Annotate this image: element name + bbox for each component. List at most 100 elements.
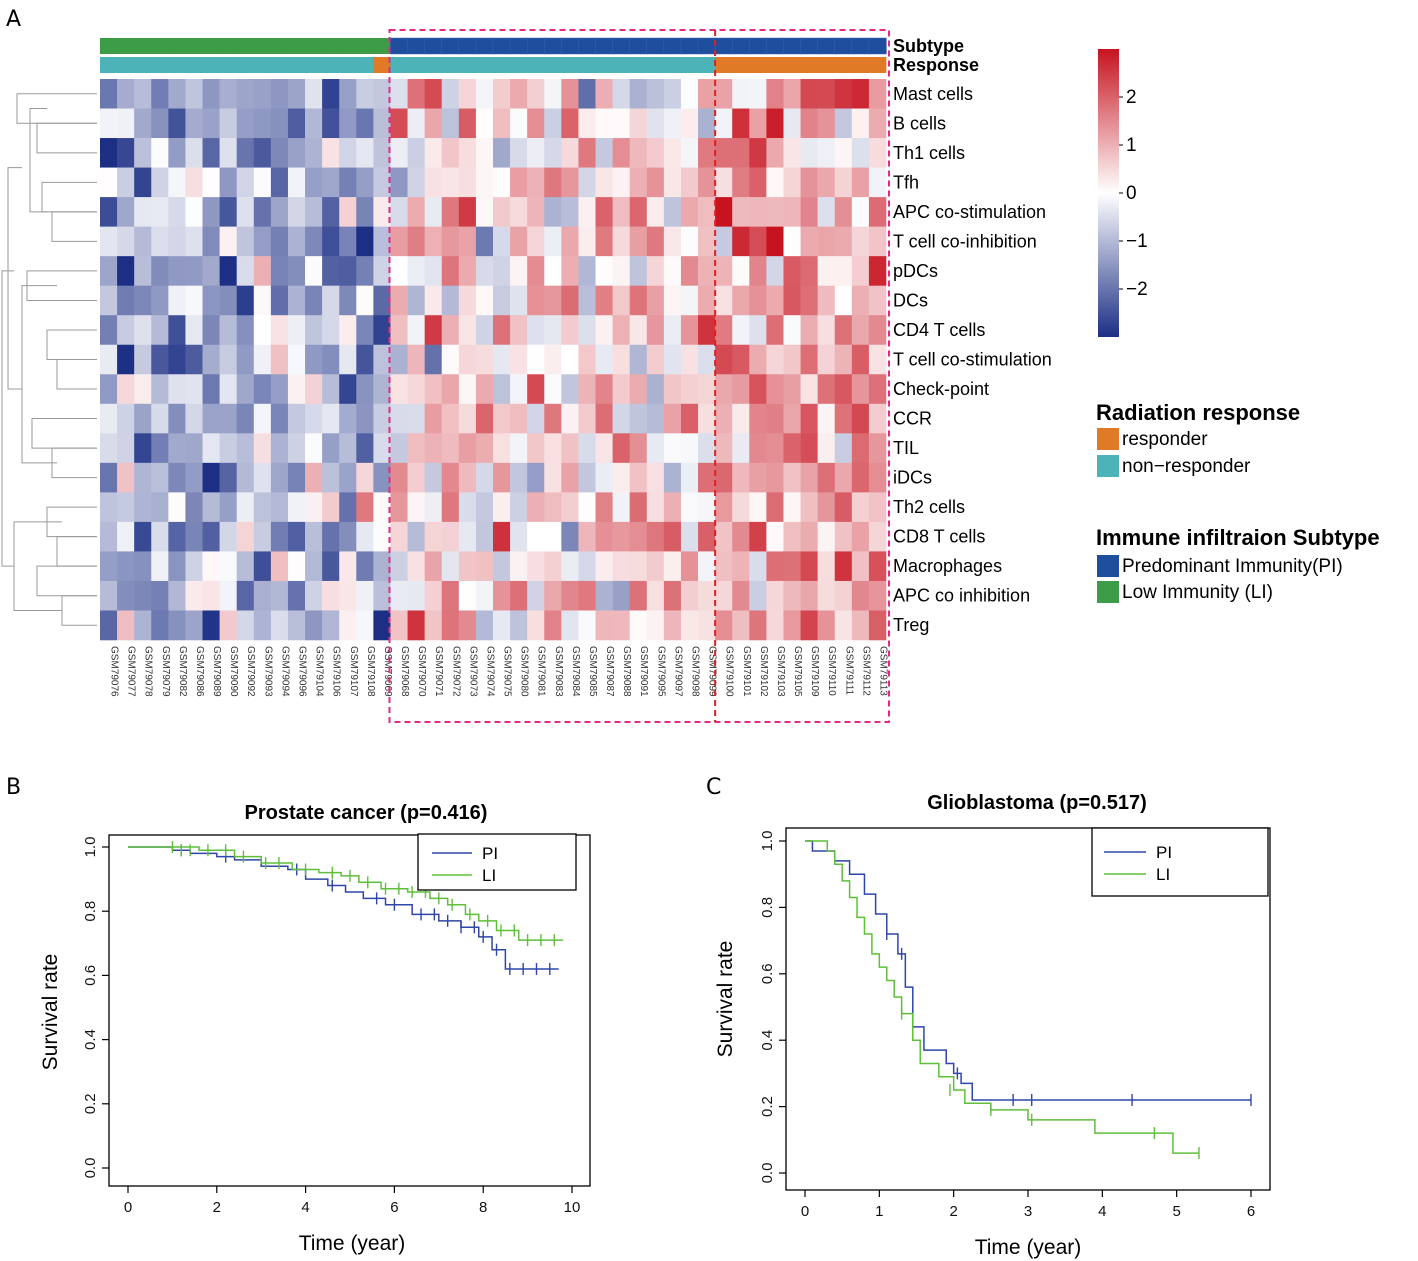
column-label: GSM79068 xyxy=(399,646,410,697)
heatmap-cell xyxy=(544,610,562,641)
heatmap-cell xyxy=(236,374,255,405)
heatmap-cell xyxy=(236,167,255,198)
row-dendrogram xyxy=(1,93,97,626)
heatmap-cell xyxy=(561,462,579,493)
heatmap-cell xyxy=(561,197,579,227)
km-b-ylabel: Survival rate xyxy=(39,954,62,1071)
heatmap-cell xyxy=(834,315,853,346)
heatmap-cell xyxy=(783,315,801,346)
heatmap-cell xyxy=(612,610,630,641)
heatmap-cell xyxy=(800,403,818,434)
heatmap-cell xyxy=(270,403,289,434)
heatmap-cell xyxy=(151,610,169,641)
heatmap-cell xyxy=(407,79,425,109)
panel-letter-c: C xyxy=(706,775,721,800)
km-curve-li xyxy=(128,846,564,941)
heatmap-cell xyxy=(680,79,699,109)
heatmap-cell xyxy=(646,79,665,109)
heatmap-cell xyxy=(578,374,596,405)
heatmap-cell xyxy=(595,521,613,552)
heatmap-cell xyxy=(441,108,460,139)
heatmap-cell xyxy=(834,580,853,611)
heatmap-cell xyxy=(424,433,443,464)
heatmap-cell xyxy=(202,344,220,375)
heatmap-cell xyxy=(134,521,152,552)
heatmap-cell xyxy=(783,344,801,375)
heatmap-cell xyxy=(561,285,579,316)
heatmap-cell xyxy=(715,580,733,611)
heatmap-cell xyxy=(185,167,203,198)
non-responder-label: non−responder xyxy=(1122,456,1251,477)
heatmap-cell xyxy=(287,108,306,139)
heatmap-cell xyxy=(851,462,870,493)
heatmap-cell xyxy=(698,197,716,227)
heatmap-cell xyxy=(253,521,272,552)
heatmap-cell xyxy=(663,315,682,346)
response-cell xyxy=(612,57,631,73)
heatmap-cell xyxy=(715,492,733,523)
heatmap-cell xyxy=(663,344,682,375)
heatmap-cell xyxy=(168,374,186,405)
heatmap-cell xyxy=(390,521,408,552)
heatmap-cell xyxy=(117,167,135,198)
heatmap-cell xyxy=(202,285,220,316)
heatmap-cell xyxy=(390,79,408,109)
response-cell xyxy=(270,57,289,73)
heatmap-cell xyxy=(834,138,853,168)
heatmap-cell xyxy=(458,492,477,523)
heatmap-cell xyxy=(544,138,562,168)
subtype-cell xyxy=(322,38,340,54)
response-cell xyxy=(134,57,152,73)
heatmap-cell xyxy=(715,285,733,316)
heatmap-cell xyxy=(698,138,716,168)
heatmap-cell xyxy=(595,551,613,582)
heatmap-cell xyxy=(287,79,306,109)
heatmap-cell xyxy=(151,285,169,316)
column-label: GSM79090 xyxy=(228,646,239,697)
subtype-cell xyxy=(185,38,203,54)
heatmap-cell xyxy=(356,551,374,582)
heatmap-cell xyxy=(117,403,135,434)
heatmap-cell xyxy=(236,197,255,227)
km-curve-pi xyxy=(128,846,559,970)
heatmap-cell xyxy=(629,138,648,168)
li-label: Low Immunity (LI) xyxy=(1122,582,1273,603)
subtype-cell xyxy=(561,37,580,55)
column-label: GSM79108 xyxy=(365,646,376,697)
subtype-cell xyxy=(151,38,169,54)
column-label: GSM79109 xyxy=(809,646,820,697)
heatmap-cell xyxy=(168,197,186,227)
heatmap-cell xyxy=(305,521,323,552)
heatmap-cell xyxy=(117,197,135,227)
response-cell xyxy=(595,57,614,73)
heatmap-cell xyxy=(766,610,784,641)
column-label: GSM79107 xyxy=(348,646,359,697)
heatmap-cell xyxy=(441,610,460,641)
heatmap-cell xyxy=(749,226,767,257)
heatmap-cell xyxy=(458,256,477,286)
heatmap-cell xyxy=(868,108,887,139)
heatmap-cell xyxy=(287,197,306,227)
heatmap-cell xyxy=(715,344,733,375)
heatmap-cell xyxy=(578,433,596,464)
heatmap-cell xyxy=(390,462,408,493)
heatmap-cell xyxy=(219,374,237,405)
heatmap-cell xyxy=(168,433,186,464)
heatmap-cell xyxy=(817,433,836,464)
heatmap-cell xyxy=(698,521,716,552)
dendrogram-branch xyxy=(29,108,47,213)
heatmap-cell xyxy=(834,403,853,434)
heatmap-cell xyxy=(851,580,870,611)
heatmap-cell xyxy=(356,108,374,139)
heatmap-cell xyxy=(390,374,408,405)
row-label: DCs xyxy=(893,290,928,310)
heatmap-cell xyxy=(287,344,306,375)
heatmap-cell xyxy=(732,492,750,523)
heatmap-cell xyxy=(732,285,750,316)
subtype-cell xyxy=(714,37,733,55)
heatmap-cell xyxy=(390,492,408,523)
heatmap-cell xyxy=(356,256,374,286)
heatmap-cell xyxy=(270,285,289,316)
heatmap-cell xyxy=(834,462,853,493)
heatmap-cell xyxy=(817,580,836,611)
